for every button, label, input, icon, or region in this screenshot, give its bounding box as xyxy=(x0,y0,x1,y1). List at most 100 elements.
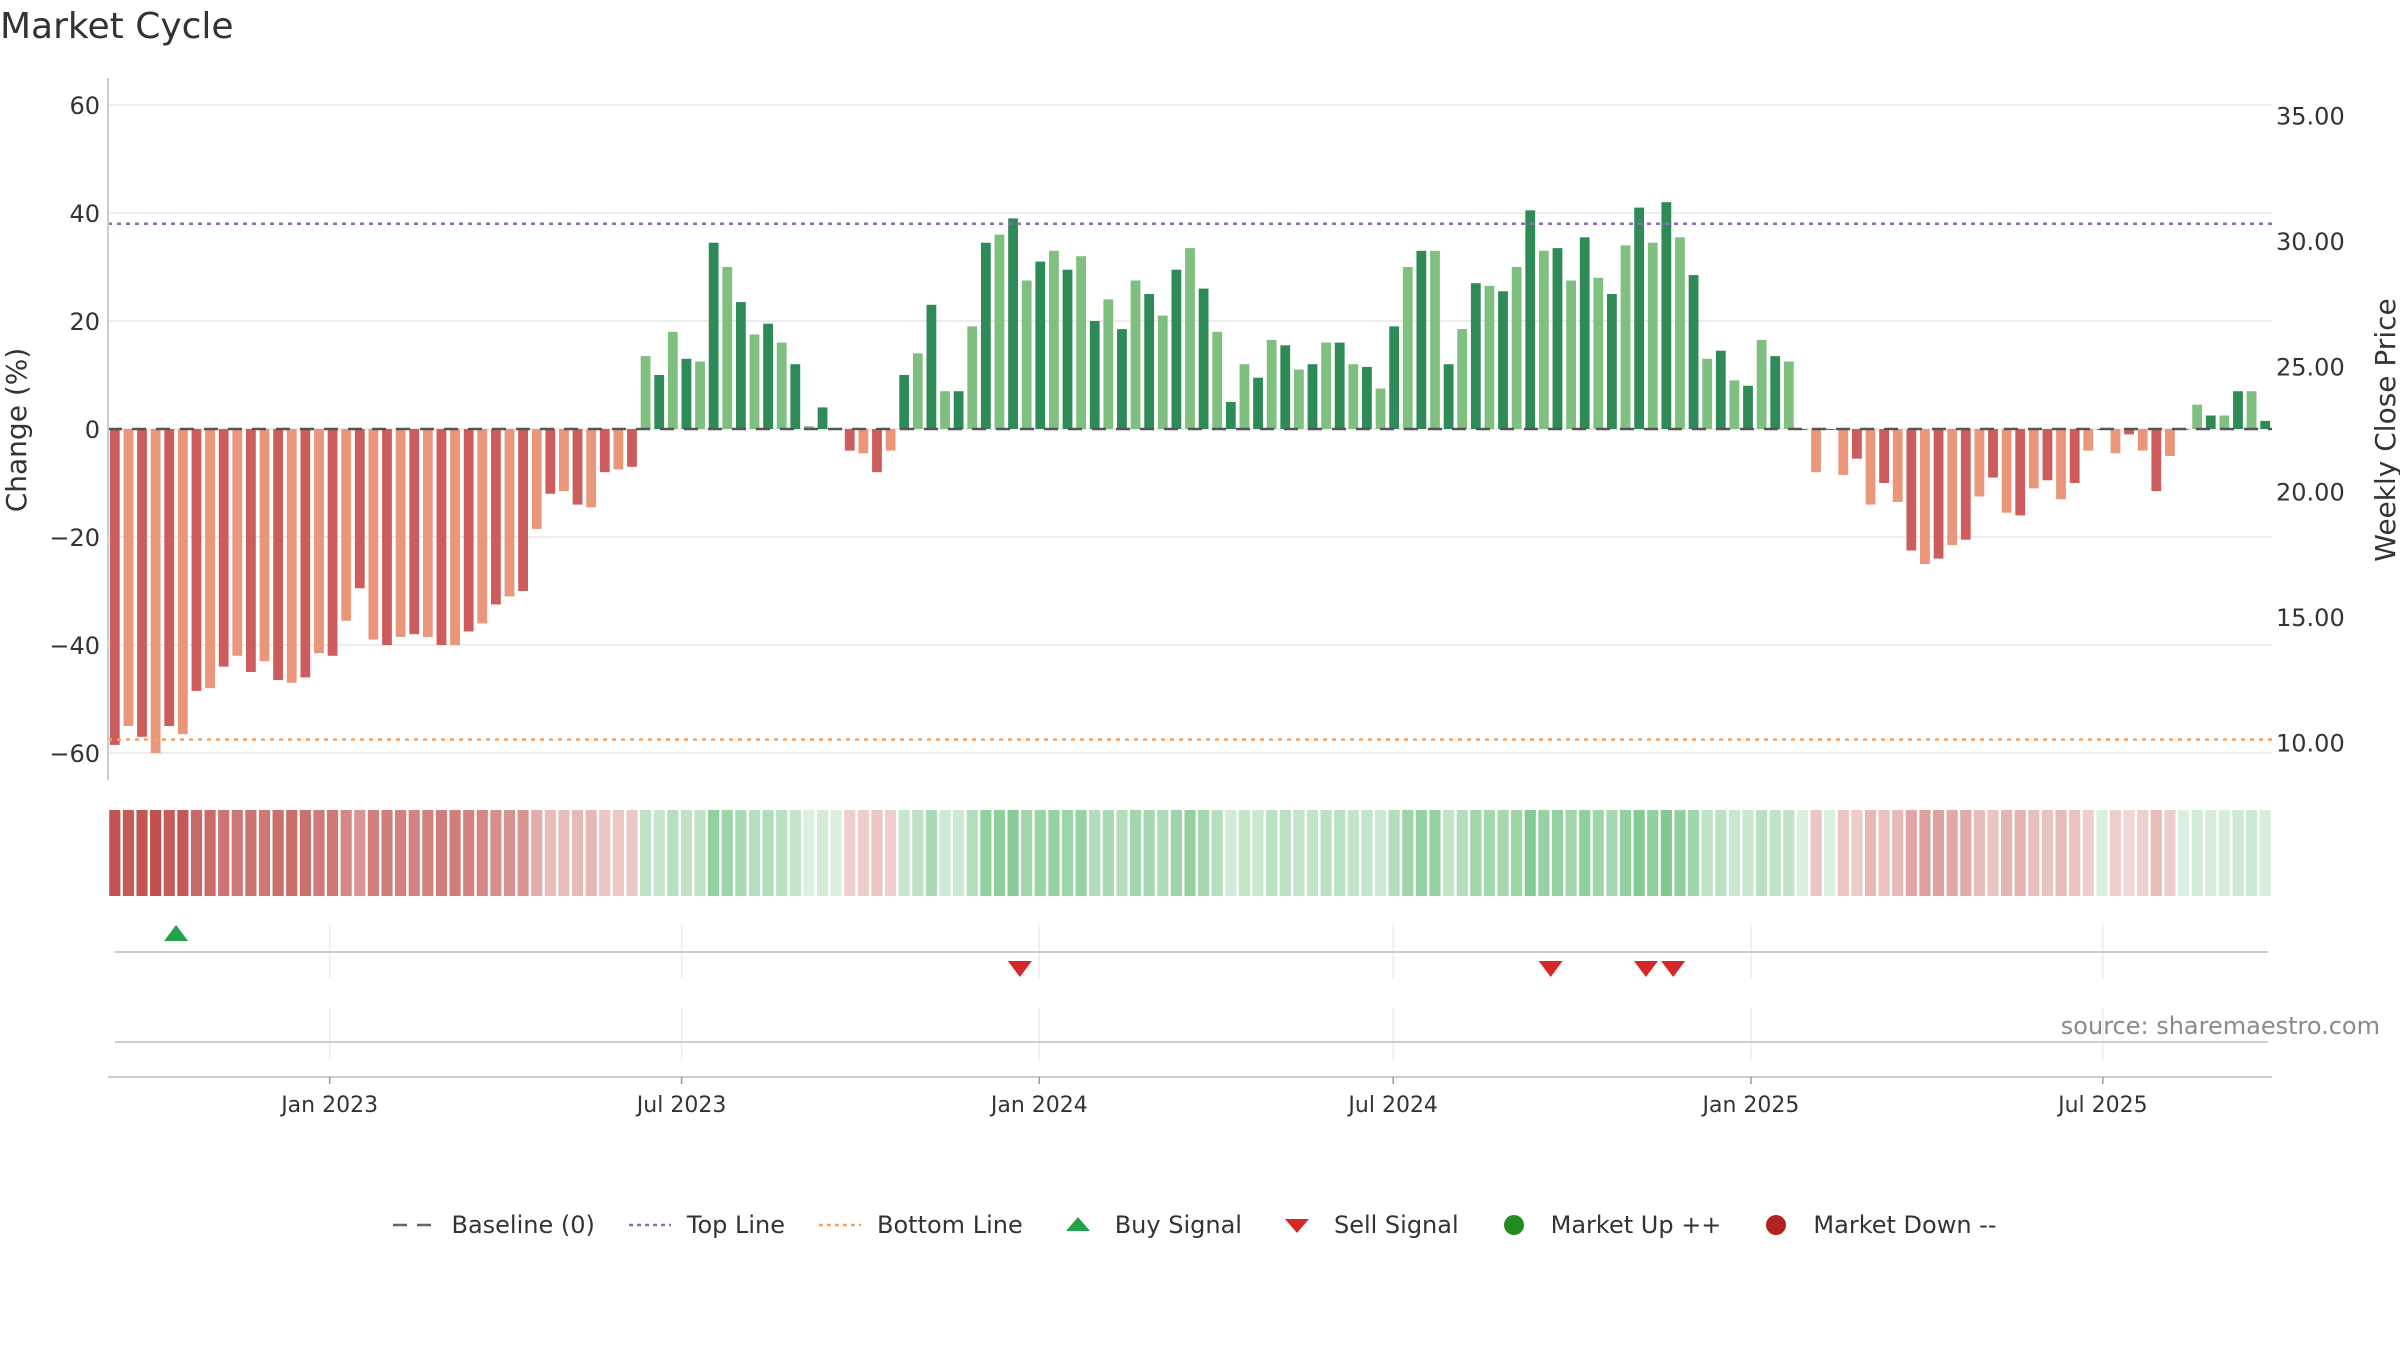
bar xyxy=(2001,429,2012,513)
bar xyxy=(273,429,284,681)
heat-cell xyxy=(2232,810,2244,896)
heat-cell xyxy=(2109,810,2122,896)
heat-cell xyxy=(449,810,461,896)
heat-cell xyxy=(993,810,1006,896)
bar xyxy=(1130,280,1141,429)
bar xyxy=(572,429,583,505)
bar xyxy=(1253,377,1263,429)
legend-label: Bottom Line xyxy=(877,1211,1023,1239)
heat-cell xyxy=(2123,810,2135,896)
bar xyxy=(1824,429,1835,430)
triangle-up-legend-icon xyxy=(1065,1217,1090,1231)
legend-item: Top Line xyxy=(627,1211,785,1239)
bar xyxy=(1185,248,1195,429)
y-tick-label: 0 xyxy=(85,416,100,444)
bar xyxy=(1076,256,1087,429)
bar xyxy=(817,407,828,429)
bar xyxy=(681,358,692,429)
heat-cell xyxy=(1456,810,1468,896)
bar xyxy=(1783,361,1794,429)
heat-cell xyxy=(667,810,679,896)
heat-cell xyxy=(762,810,774,896)
bar xyxy=(2246,391,2257,429)
bar xyxy=(1144,294,1155,429)
dot-legend-icon xyxy=(628,1223,671,1227)
bar xyxy=(1647,242,1658,429)
bar xyxy=(1675,237,1685,429)
heat-cell xyxy=(1034,810,1046,896)
heat-cell xyxy=(544,810,556,896)
heat-cell xyxy=(694,810,706,896)
heat-cell xyxy=(1075,810,1087,896)
heat-cell xyxy=(1892,810,1904,896)
heat-cell xyxy=(558,810,570,896)
bar xyxy=(1035,261,1046,429)
bar xyxy=(1375,388,1386,429)
bar xyxy=(354,429,365,589)
bar xyxy=(1198,288,1209,429)
bar xyxy=(1607,294,1617,429)
heat-cell xyxy=(1647,810,1659,896)
y-axis-title: Change (%) xyxy=(0,348,33,513)
heat-cell xyxy=(2041,810,2054,896)
heat-cell xyxy=(1129,810,1142,896)
heat-cell xyxy=(939,810,951,896)
bar xyxy=(1307,364,1318,429)
bar xyxy=(2056,429,2066,500)
heat-cell xyxy=(2164,810,2176,896)
y-tick-label: 20 xyxy=(69,308,100,336)
bar xyxy=(1811,429,1821,473)
heat-cell xyxy=(1987,810,1999,896)
heat-cell xyxy=(1374,810,1387,896)
heat-cell xyxy=(1905,810,1917,896)
heat-cell xyxy=(1170,810,1182,896)
x-tick-label: Jul 2024 xyxy=(1346,1093,1438,1118)
heat-cell xyxy=(1851,810,1863,896)
bar xyxy=(1021,280,1032,429)
bar xyxy=(246,429,256,672)
bar xyxy=(2205,415,2216,429)
reference-lines xyxy=(108,222,2272,741)
heat-cell xyxy=(258,810,271,896)
heat-cell xyxy=(326,810,339,896)
heat-cell xyxy=(1756,810,1768,896)
heat-cell xyxy=(1973,810,1985,896)
bar xyxy=(150,429,161,753)
heat-cell xyxy=(1388,810,1400,896)
legend-label: Sell Signal xyxy=(1333,1211,1459,1239)
heat-cell xyxy=(585,810,597,896)
heat-cell xyxy=(980,810,992,896)
heat-cell xyxy=(626,810,638,896)
bar xyxy=(1362,366,1372,429)
heat-cell xyxy=(966,810,978,896)
heat-cell xyxy=(2082,810,2094,896)
heat-cell xyxy=(1402,810,1414,896)
bar xyxy=(109,429,120,745)
bar xyxy=(1838,429,1849,475)
heat-cell xyxy=(531,810,543,896)
heat-cell xyxy=(953,810,965,896)
sell-signal-marker xyxy=(1661,961,1686,977)
buy-signal-marker xyxy=(164,925,189,941)
heat-cell xyxy=(1810,810,1822,896)
bar xyxy=(2260,420,2271,429)
bar xyxy=(2151,429,2162,492)
bar xyxy=(559,429,569,492)
heat-cell xyxy=(1279,810,1291,896)
heat-cell xyxy=(2001,810,2013,896)
bar xyxy=(2219,415,2230,429)
bar xyxy=(1892,429,1903,502)
bar xyxy=(1498,291,1508,429)
heat-cell xyxy=(272,810,284,896)
heat-cell xyxy=(463,810,475,896)
heat-cell xyxy=(708,810,720,896)
y2-tick-label: 30.00 xyxy=(2276,228,2345,256)
bar xyxy=(436,429,447,645)
heat-cell xyxy=(1783,810,1795,896)
heat-cell xyxy=(612,810,624,896)
y-tick-label: −20 xyxy=(49,524,100,552)
heat-cell xyxy=(1878,810,1890,896)
sell-signal-marker xyxy=(1538,961,1563,977)
heat-cell xyxy=(1252,810,1264,896)
